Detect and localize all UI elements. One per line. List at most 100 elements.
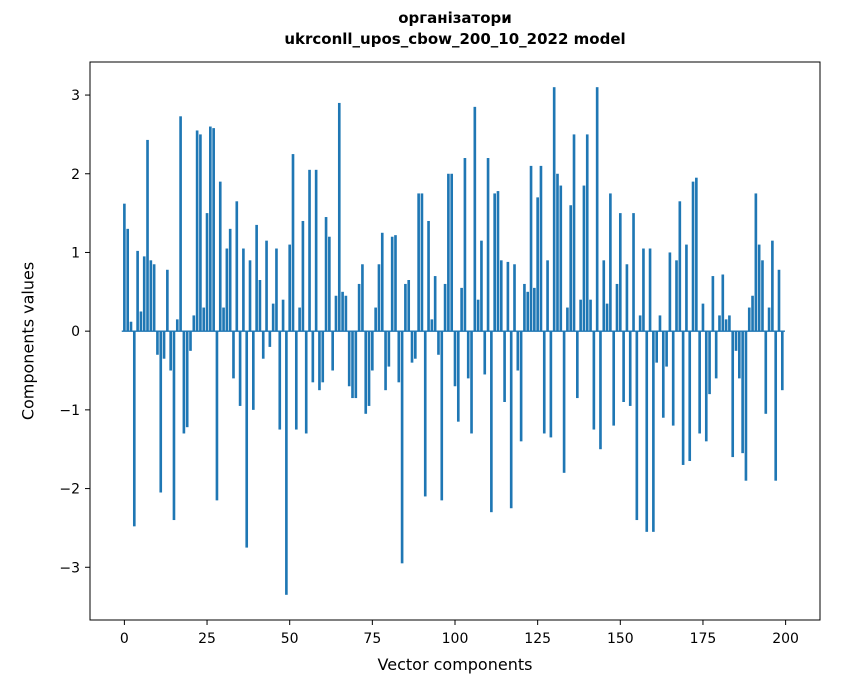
bar <box>278 331 282 430</box>
bar <box>255 224 258 332</box>
chart-subtitle: ukrconll_upos_cbow_200_10_2022 model <box>284 30 626 48</box>
bar <box>258 280 262 332</box>
bar <box>235 201 239 332</box>
bar <box>420 193 424 332</box>
bar <box>351 331 354 399</box>
bar <box>523 283 526 332</box>
bar <box>496 191 500 332</box>
bar <box>443 283 447 332</box>
bar <box>731 331 735 458</box>
bar <box>222 307 225 332</box>
bar <box>232 331 235 379</box>
bar <box>671 331 675 426</box>
bar <box>542 331 546 434</box>
bar <box>344 295 348 332</box>
bar <box>526 291 530 332</box>
bar <box>298 307 301 332</box>
bar <box>430 319 434 332</box>
bars-series <box>123 87 784 595</box>
bar <box>695 177 698 332</box>
x-tick-label: 25 <box>198 631 216 647</box>
bar <box>440 331 444 501</box>
bar <box>390 236 394 332</box>
bar <box>367 331 371 406</box>
bar <box>139 311 143 332</box>
bar <box>529 165 533 332</box>
bar <box>384 331 387 391</box>
bar <box>169 331 172 371</box>
bar <box>407 280 411 332</box>
bar <box>774 331 778 481</box>
bar <box>483 331 487 375</box>
bar <box>761 260 764 332</box>
x-tick-label: 150 <box>607 631 634 647</box>
bar <box>387 331 391 367</box>
bar <box>228 228 232 332</box>
bar <box>238 331 242 406</box>
bar <box>136 250 139 332</box>
bar <box>334 295 338 332</box>
bar <box>152 264 156 332</box>
bar <box>463 158 467 332</box>
bar <box>728 315 731 332</box>
bar <box>480 240 483 332</box>
x-tick-label: 125 <box>524 631 551 647</box>
bar <box>595 87 599 332</box>
y-tick-label: −2 <box>59 482 80 498</box>
bar <box>780 331 784 391</box>
bar <box>734 331 738 351</box>
bar <box>582 185 586 332</box>
bar <box>757 244 761 332</box>
bar <box>559 185 563 332</box>
bar <box>751 295 754 332</box>
tick-marks <box>85 94 787 625</box>
bar <box>414 331 417 359</box>
bar <box>486 158 490 332</box>
bar <box>166 269 169 332</box>
bar <box>129 321 133 332</box>
bar <box>347 331 351 387</box>
bar <box>503 331 506 402</box>
bar <box>156 331 159 355</box>
bar <box>218 181 222 332</box>
bar <box>576 331 579 399</box>
bar <box>533 287 536 332</box>
bar <box>648 248 652 332</box>
bar <box>625 264 629 332</box>
bar <box>427 220 430 332</box>
bar <box>668 252 672 332</box>
bar <box>622 331 625 402</box>
bar <box>701 303 705 332</box>
bar <box>754 193 758 332</box>
x-tick-label: 75 <box>363 631 381 647</box>
bar <box>142 256 146 332</box>
bar <box>159 331 163 493</box>
bar <box>721 274 725 332</box>
bar <box>182 331 186 434</box>
bar <box>642 248 645 332</box>
bar <box>579 299 582 332</box>
bar <box>711 276 715 332</box>
bar <box>185 331 189 428</box>
bar <box>179 116 182 332</box>
bar <box>195 130 199 332</box>
bar <box>242 248 245 332</box>
bar <box>665 331 668 367</box>
bar <box>714 331 718 379</box>
bar <box>655 331 658 363</box>
bar <box>509 331 513 509</box>
bar <box>698 331 701 434</box>
bar <box>447 173 450 332</box>
bar <box>767 307 771 332</box>
bar <box>572 134 576 332</box>
bar <box>149 260 153 332</box>
bar <box>285 331 288 595</box>
bar <box>126 228 130 332</box>
tick-labels: 0 25 50 75 100 125 150 175 200 −3 −2 −1 0 1 2 3 <box>59 88 799 647</box>
bar <box>562 331 566 473</box>
bar <box>162 331 166 359</box>
chart-title: організатори <box>398 9 512 27</box>
bar <box>294 331 298 430</box>
